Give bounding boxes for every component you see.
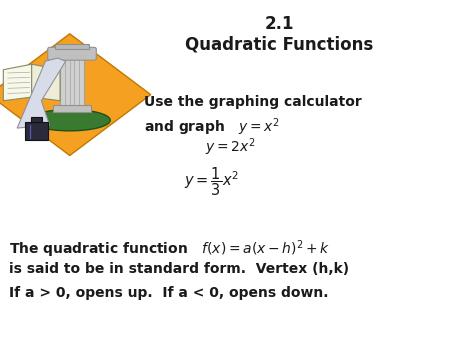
Polygon shape [0, 34, 151, 155]
Text: and graph   $y = x^2$: and graph $y = x^2$ [144, 117, 280, 138]
FancyBboxPatch shape [48, 47, 96, 60]
Text: Quadratic Functions: Quadratic Functions [185, 35, 373, 53]
Bar [55, 44, 89, 49]
Text: If a > 0, opens up.  If a < 0, opens down.: If a > 0, opens up. If a < 0, opens down… [9, 286, 328, 299]
Bar [25, 122, 48, 140]
Bar [60, 55, 84, 110]
Text: $y = 2x^2$: $y = 2x^2$ [205, 137, 255, 159]
Polygon shape [3, 64, 32, 101]
Bar [53, 105, 91, 112]
Text: $y = \dfrac{1}{3}x^2$: $y = \dfrac{1}{3}x^2$ [184, 166, 239, 198]
Polygon shape [32, 64, 60, 101]
Bar [31, 117, 42, 122]
Text: The quadratic function   $f(x) = a(x - h)^2 + k$: The quadratic function $f(x) = a(x - h)^… [9, 238, 330, 260]
Polygon shape [17, 58, 66, 128]
Text: Use the graphing calculator: Use the graphing calculator [144, 95, 362, 108]
Text: 2.1: 2.1 [264, 15, 294, 33]
Ellipse shape [29, 110, 110, 131]
Text: is said to be in standard form.  Vertex (h,k): is said to be in standard form. Vertex (… [9, 262, 349, 276]
